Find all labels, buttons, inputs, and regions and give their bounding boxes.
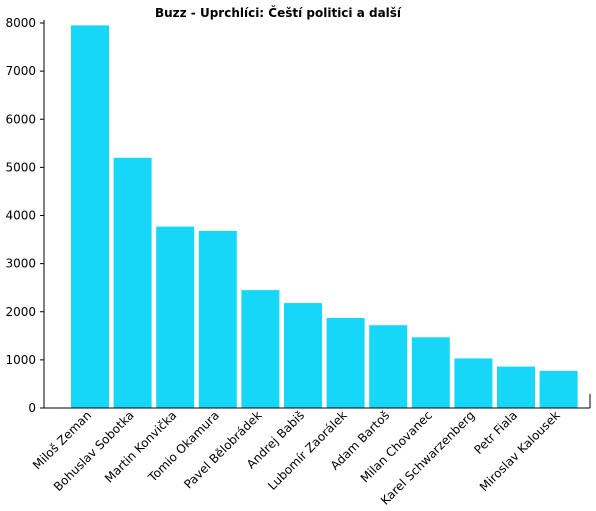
bars-group [71, 25, 578, 409]
y-tick-label: 0 [28, 401, 36, 415]
x-tick-label: Bohuslav Sobotka [51, 408, 137, 494]
y-tick-label: 4000 [5, 209, 36, 223]
x-tick-label: Milan Chovanec [358, 408, 435, 485]
chart-title: Buzz - Uprchlíci: Čeští politici a další [155, 5, 402, 20]
y-tick-label: 1000 [5, 353, 36, 367]
bar-9 [411, 337, 450, 408]
bar-3 [156, 226, 195, 408]
bar-12 [539, 370, 578, 408]
y-tick-label: 2000 [5, 305, 36, 319]
x-tick-label: Martin Konvička [102, 408, 179, 485]
bar-8 [369, 325, 408, 408]
y-tick-label: 6000 [5, 112, 36, 126]
y-tick-label: 7000 [5, 64, 36, 78]
x-tick-label: Miroslav Kalousek [477, 408, 563, 494]
x-tick-label: Tomio Okamura [145, 408, 222, 485]
bar-7 [326, 318, 365, 408]
y-tick-label: 8000 [5, 16, 36, 30]
bar-11 [497, 366, 535, 408]
bar-10 [454, 358, 493, 408]
bar-2 [113, 157, 152, 409]
bar-6 [284, 303, 322, 408]
y-axis: 0 1000 2000 3000 4000 5000 6000 7000 8000 [5, 16, 45, 415]
bar-4 [198, 230, 237, 408]
x-tick-label: Pavel Bělobrádek [181, 408, 264, 491]
bar-1 [71, 25, 109, 409]
bar-5 [241, 290, 280, 408]
y-tick-label: 5000 [5, 160, 36, 174]
y-tick-label: 3000 [5, 257, 36, 271]
x-tick-label: Lubomír Zaorálek [265, 408, 350, 493]
